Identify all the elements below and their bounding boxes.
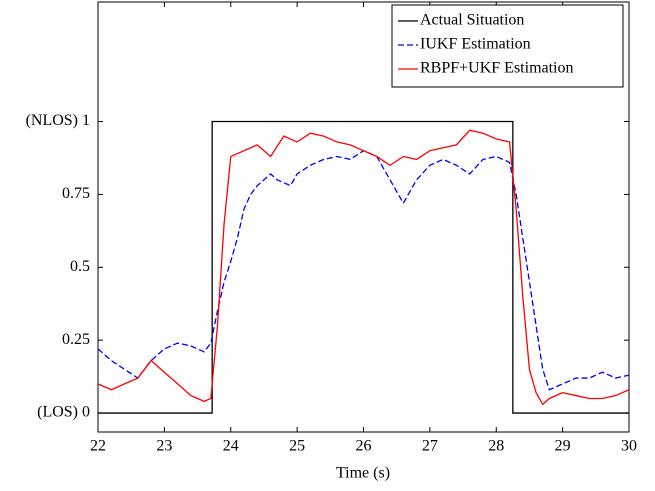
x-tick-label: 24 [223,438,239,455]
series-line [97,129,630,406]
legend-label: Actual Situation [420,12,524,29]
legend-box [391,4,624,88]
series-line [98,120,629,414]
y-tick-label: (LOS) 0 [37,404,90,421]
y-tick-label: 0.5 [70,258,90,275]
x-tick-label: 28 [488,438,504,455]
x-tick-label: 23 [156,438,172,455]
x-tick-label: 22 [90,438,106,455]
series-line [97,149,630,391]
x-tick-label: 26 [356,438,372,455]
x-axis-label: Time (s) [336,465,390,482]
legend-label: IUKF Estimation [420,36,531,53]
y-tick-label: (NLOS) 1 [26,112,90,129]
x-tick-label: 25 [289,438,305,455]
y-tick-label: 0.25 [62,331,90,348]
x-tick-label: 29 [555,438,571,455]
x-tick-label: 27 [422,438,438,455]
x-tick-label: 30 [621,438,637,455]
legend-label: RBPF+UKF Estimation [420,60,574,77]
y-tick-label: 0.75 [62,185,90,202]
